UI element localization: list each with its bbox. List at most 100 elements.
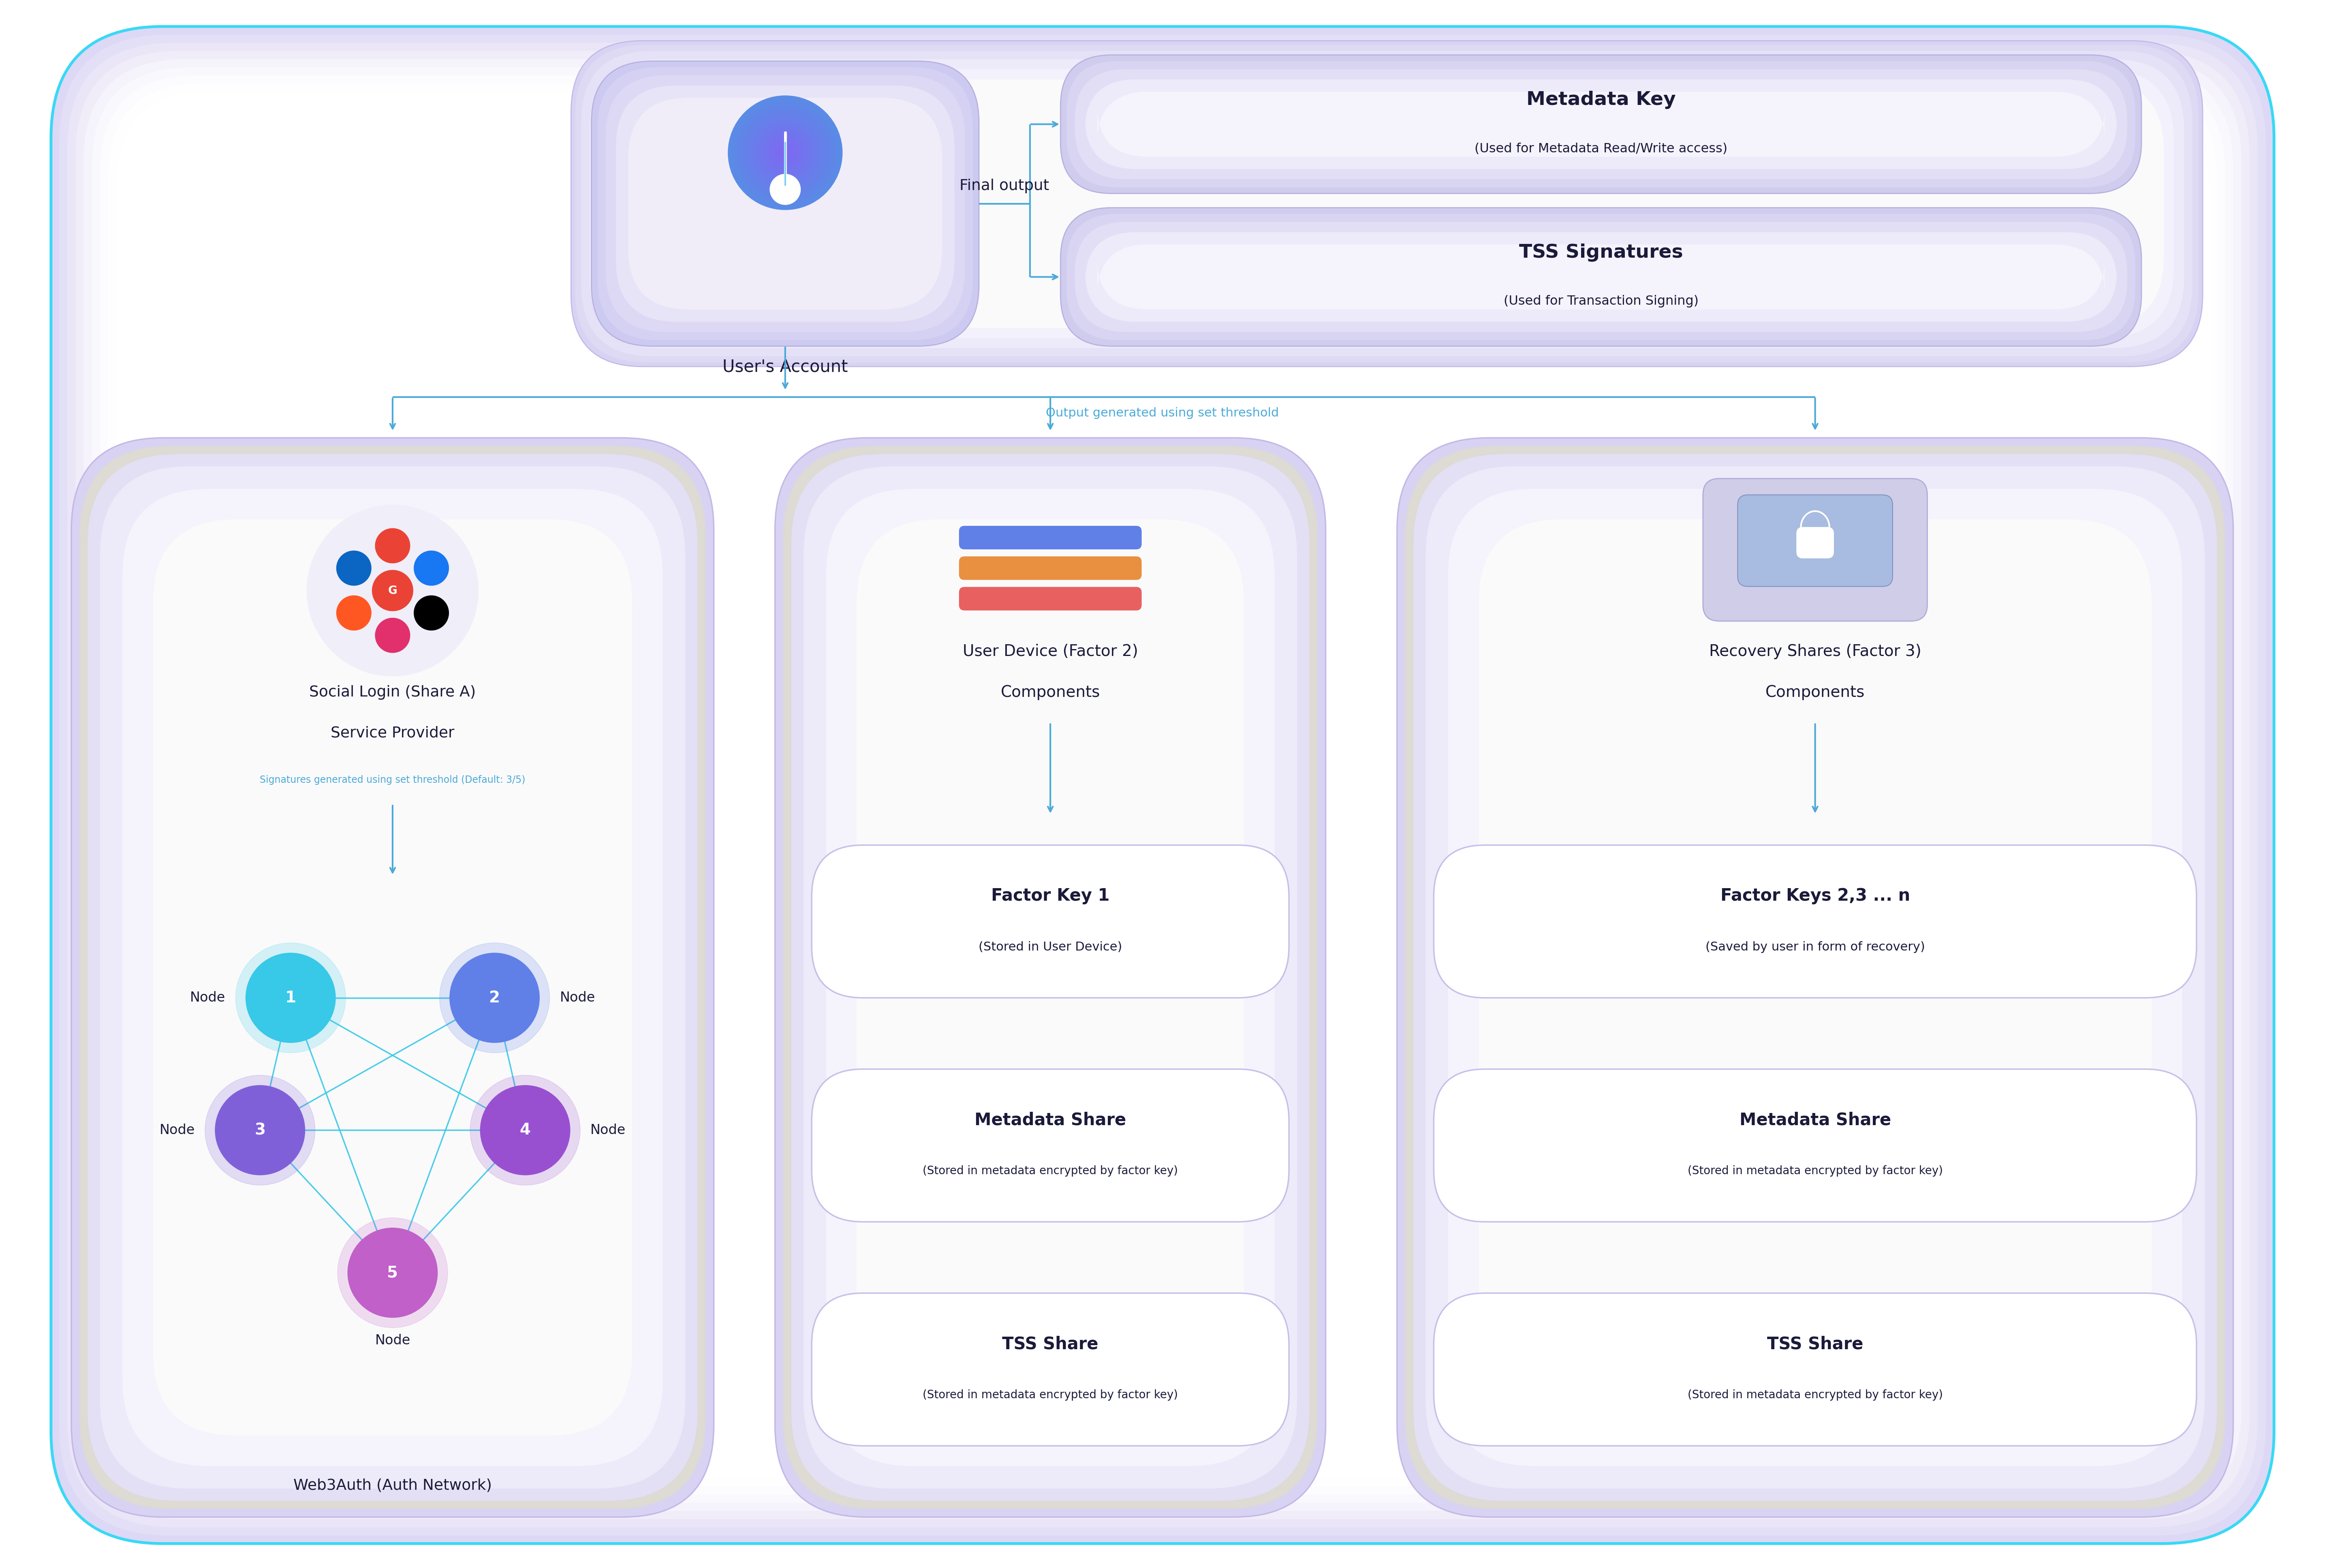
- FancyBboxPatch shape: [598, 67, 972, 340]
- FancyBboxPatch shape: [116, 91, 2209, 1479]
- Text: Metadata Key: Metadata Key: [1525, 91, 1676, 108]
- Circle shape: [439, 942, 549, 1052]
- Text: 4: 4: [521, 1123, 530, 1138]
- Text: (Stored in metadata encrypted by factor key): (Stored in metadata encrypted by factor …: [1688, 1389, 1944, 1400]
- Text: Signatures generated using set threshold (Default: 3/5): Signatures generated using set threshold…: [260, 775, 525, 786]
- Text: Components: Components: [1000, 685, 1100, 699]
- FancyBboxPatch shape: [1435, 845, 2197, 997]
- Text: Web3Auth (Auth Network): Web3Auth (Auth Network): [293, 1479, 493, 1493]
- Circle shape: [374, 618, 409, 652]
- FancyBboxPatch shape: [1060, 55, 2141, 193]
- FancyBboxPatch shape: [1086, 232, 2118, 321]
- Circle shape: [470, 1076, 581, 1185]
- FancyBboxPatch shape: [1067, 213, 2134, 340]
- FancyBboxPatch shape: [1435, 1069, 2197, 1221]
- Circle shape: [216, 1085, 305, 1174]
- Text: ⭐: ⭐: [1811, 536, 1818, 547]
- FancyBboxPatch shape: [1797, 527, 1834, 558]
- FancyBboxPatch shape: [958, 525, 1142, 550]
- FancyBboxPatch shape: [628, 97, 942, 309]
- Circle shape: [746, 113, 825, 193]
- FancyBboxPatch shape: [774, 437, 1325, 1518]
- Circle shape: [744, 111, 825, 194]
- Circle shape: [235, 942, 346, 1052]
- Circle shape: [751, 119, 818, 187]
- Text: Node: Node: [160, 1124, 195, 1137]
- FancyBboxPatch shape: [811, 1294, 1288, 1446]
- Text: TSS Signatures: TSS Signatures: [1518, 243, 1683, 262]
- Circle shape: [781, 151, 788, 155]
- FancyBboxPatch shape: [100, 75, 2225, 1494]
- Circle shape: [414, 550, 449, 585]
- Text: Service Provider: Service Provider: [330, 726, 453, 740]
- FancyBboxPatch shape: [790, 455, 1309, 1501]
- FancyBboxPatch shape: [581, 50, 2192, 356]
- Text: (Used for Transaction Signing): (Used for Transaction Signing): [1504, 295, 1700, 307]
- Circle shape: [770, 138, 800, 168]
- FancyBboxPatch shape: [1067, 61, 2134, 187]
- Circle shape: [481, 1085, 570, 1174]
- FancyBboxPatch shape: [79, 445, 707, 1508]
- Text: (Stored in User Device): (Stored in User Device): [979, 941, 1123, 953]
- FancyBboxPatch shape: [856, 519, 1244, 1436]
- FancyBboxPatch shape: [784, 445, 1318, 1508]
- Circle shape: [763, 129, 809, 176]
- Circle shape: [414, 596, 449, 630]
- Circle shape: [337, 550, 372, 585]
- FancyBboxPatch shape: [1479, 519, 2151, 1436]
- Circle shape: [337, 596, 372, 630]
- FancyBboxPatch shape: [1097, 245, 2104, 309]
- Text: Recovery Shares (Factor 3): Recovery Shares (Factor 3): [1709, 644, 1920, 659]
- FancyBboxPatch shape: [1414, 455, 2218, 1501]
- FancyBboxPatch shape: [67, 42, 2258, 1527]
- FancyBboxPatch shape: [1425, 466, 2204, 1488]
- FancyBboxPatch shape: [600, 69, 2174, 339]
- Text: TSS Share: TSS Share: [1767, 1336, 1862, 1353]
- Circle shape: [742, 110, 828, 194]
- Circle shape: [774, 141, 797, 165]
- Text: (Stored in metadata encrypted by factor key): (Stored in metadata encrypted by factor …: [923, 1389, 1179, 1400]
- Text: Node: Node: [591, 1124, 625, 1137]
- Text: Metadata Share: Metadata Share: [1739, 1112, 1890, 1129]
- Circle shape: [449, 953, 539, 1043]
- FancyBboxPatch shape: [574, 45, 2199, 362]
- FancyBboxPatch shape: [1702, 478, 1927, 621]
- Text: TSS Share: TSS Share: [1002, 1336, 1097, 1353]
- Text: 3: 3: [253, 1123, 265, 1138]
- FancyBboxPatch shape: [153, 519, 632, 1436]
- Circle shape: [742, 108, 830, 196]
- Circle shape: [746, 114, 823, 191]
- Circle shape: [337, 1218, 449, 1328]
- Circle shape: [753, 121, 818, 185]
- Circle shape: [205, 1076, 316, 1185]
- Text: (Stored in metadata encrypted by factor key): (Stored in metadata encrypted by factor …: [1688, 1165, 1944, 1176]
- FancyBboxPatch shape: [825, 489, 1274, 1466]
- Text: Node: Node: [191, 991, 226, 1005]
- Circle shape: [753, 122, 816, 183]
- Text: (Stored in metadata encrypted by factor key): (Stored in metadata encrypted by factor …: [923, 1165, 1179, 1176]
- Text: Components: Components: [1765, 685, 1865, 699]
- Text: 2: 2: [488, 989, 500, 1005]
- Text: Factor Key 1: Factor Key 1: [990, 887, 1109, 905]
- Text: (Saved by user in form of recovery): (Saved by user in form of recovery): [1704, 941, 1925, 953]
- Circle shape: [739, 107, 832, 199]
- FancyBboxPatch shape: [107, 83, 2218, 1486]
- FancyBboxPatch shape: [811, 1069, 1288, 1221]
- Circle shape: [737, 105, 835, 201]
- FancyBboxPatch shape: [84, 60, 2241, 1512]
- Circle shape: [772, 140, 797, 166]
- Circle shape: [774, 143, 795, 163]
- Circle shape: [760, 129, 809, 177]
- FancyBboxPatch shape: [958, 586, 1142, 612]
- Text: User Device (Factor 2): User Device (Factor 2): [963, 644, 1137, 659]
- Text: Node: Node: [374, 1334, 409, 1347]
- Circle shape: [777, 144, 793, 162]
- Circle shape: [374, 528, 409, 563]
- FancyBboxPatch shape: [1397, 437, 2234, 1518]
- Text: Factor Keys 2,3 ... n: Factor Keys 2,3 ... n: [1720, 887, 1911, 905]
- FancyBboxPatch shape: [591, 60, 2183, 348]
- Circle shape: [739, 107, 830, 198]
- FancyBboxPatch shape: [100, 466, 686, 1488]
- Circle shape: [730, 97, 842, 209]
- FancyBboxPatch shape: [74, 50, 2251, 1519]
